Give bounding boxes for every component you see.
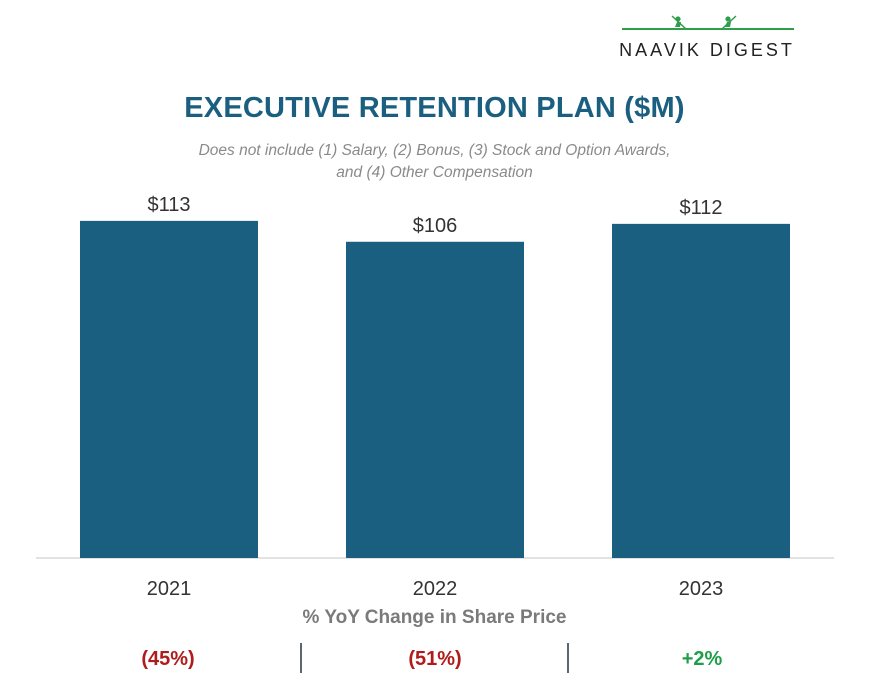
brand-name: NAAVIK DIGEST (619, 40, 795, 60)
x-tick-label-2021: 2021 (147, 578, 192, 600)
yoy-divider (300, 643, 302, 673)
x-tick-label-2023: 2023 (679, 578, 724, 600)
yoy-value-2021: (45%) (141, 648, 195, 670)
subtitle-line-2: and (4) Other Compensation (336, 164, 533, 181)
chart-title: EXECUTIVE RETENTION PLAN ($M) (184, 92, 685, 124)
rowing-boat-icon (660, 15, 752, 30)
data-label-2022: $106 (413, 215, 458, 237)
data-label-2023: $112 (679, 197, 722, 219)
brand-logo: NAAVIK DIGEST (612, 14, 802, 64)
data-label-2021: $113 (147, 194, 190, 216)
yoy-title: % YoY Change in Share Price (302, 607, 567, 628)
bar-2022 (346, 241, 524, 558)
yoy-value-2022: (51%) (408, 648, 462, 670)
bar-2023 (612, 223, 790, 558)
subtitle-line-1: Does not include (1) Salary, (2) Bonus, … (198, 142, 671, 159)
bar-chart: $113 2021 $106 2022 $112 2023 (36, 194, 834, 600)
bar-2021 (80, 220, 258, 558)
x-tick-label-2022: 2022 (413, 578, 458, 600)
yoy-divider (567, 643, 569, 673)
yoy-value-2023: +2% (681, 648, 723, 670)
chart-subtitle: Does not include (1) Salary, (2) Bonus, … (0, 140, 869, 184)
